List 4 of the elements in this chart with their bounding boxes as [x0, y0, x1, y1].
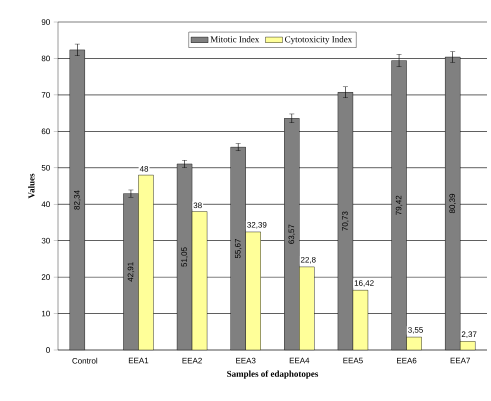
legend-label: Mitotic Index: [210, 36, 260, 42]
legend-label: Cytotoxicity Index: [285, 36, 352, 44]
x-axis-title: Samples of edaphotopes: [227, 370, 318, 379]
y-axis-title: Values: [28, 174, 35, 198]
